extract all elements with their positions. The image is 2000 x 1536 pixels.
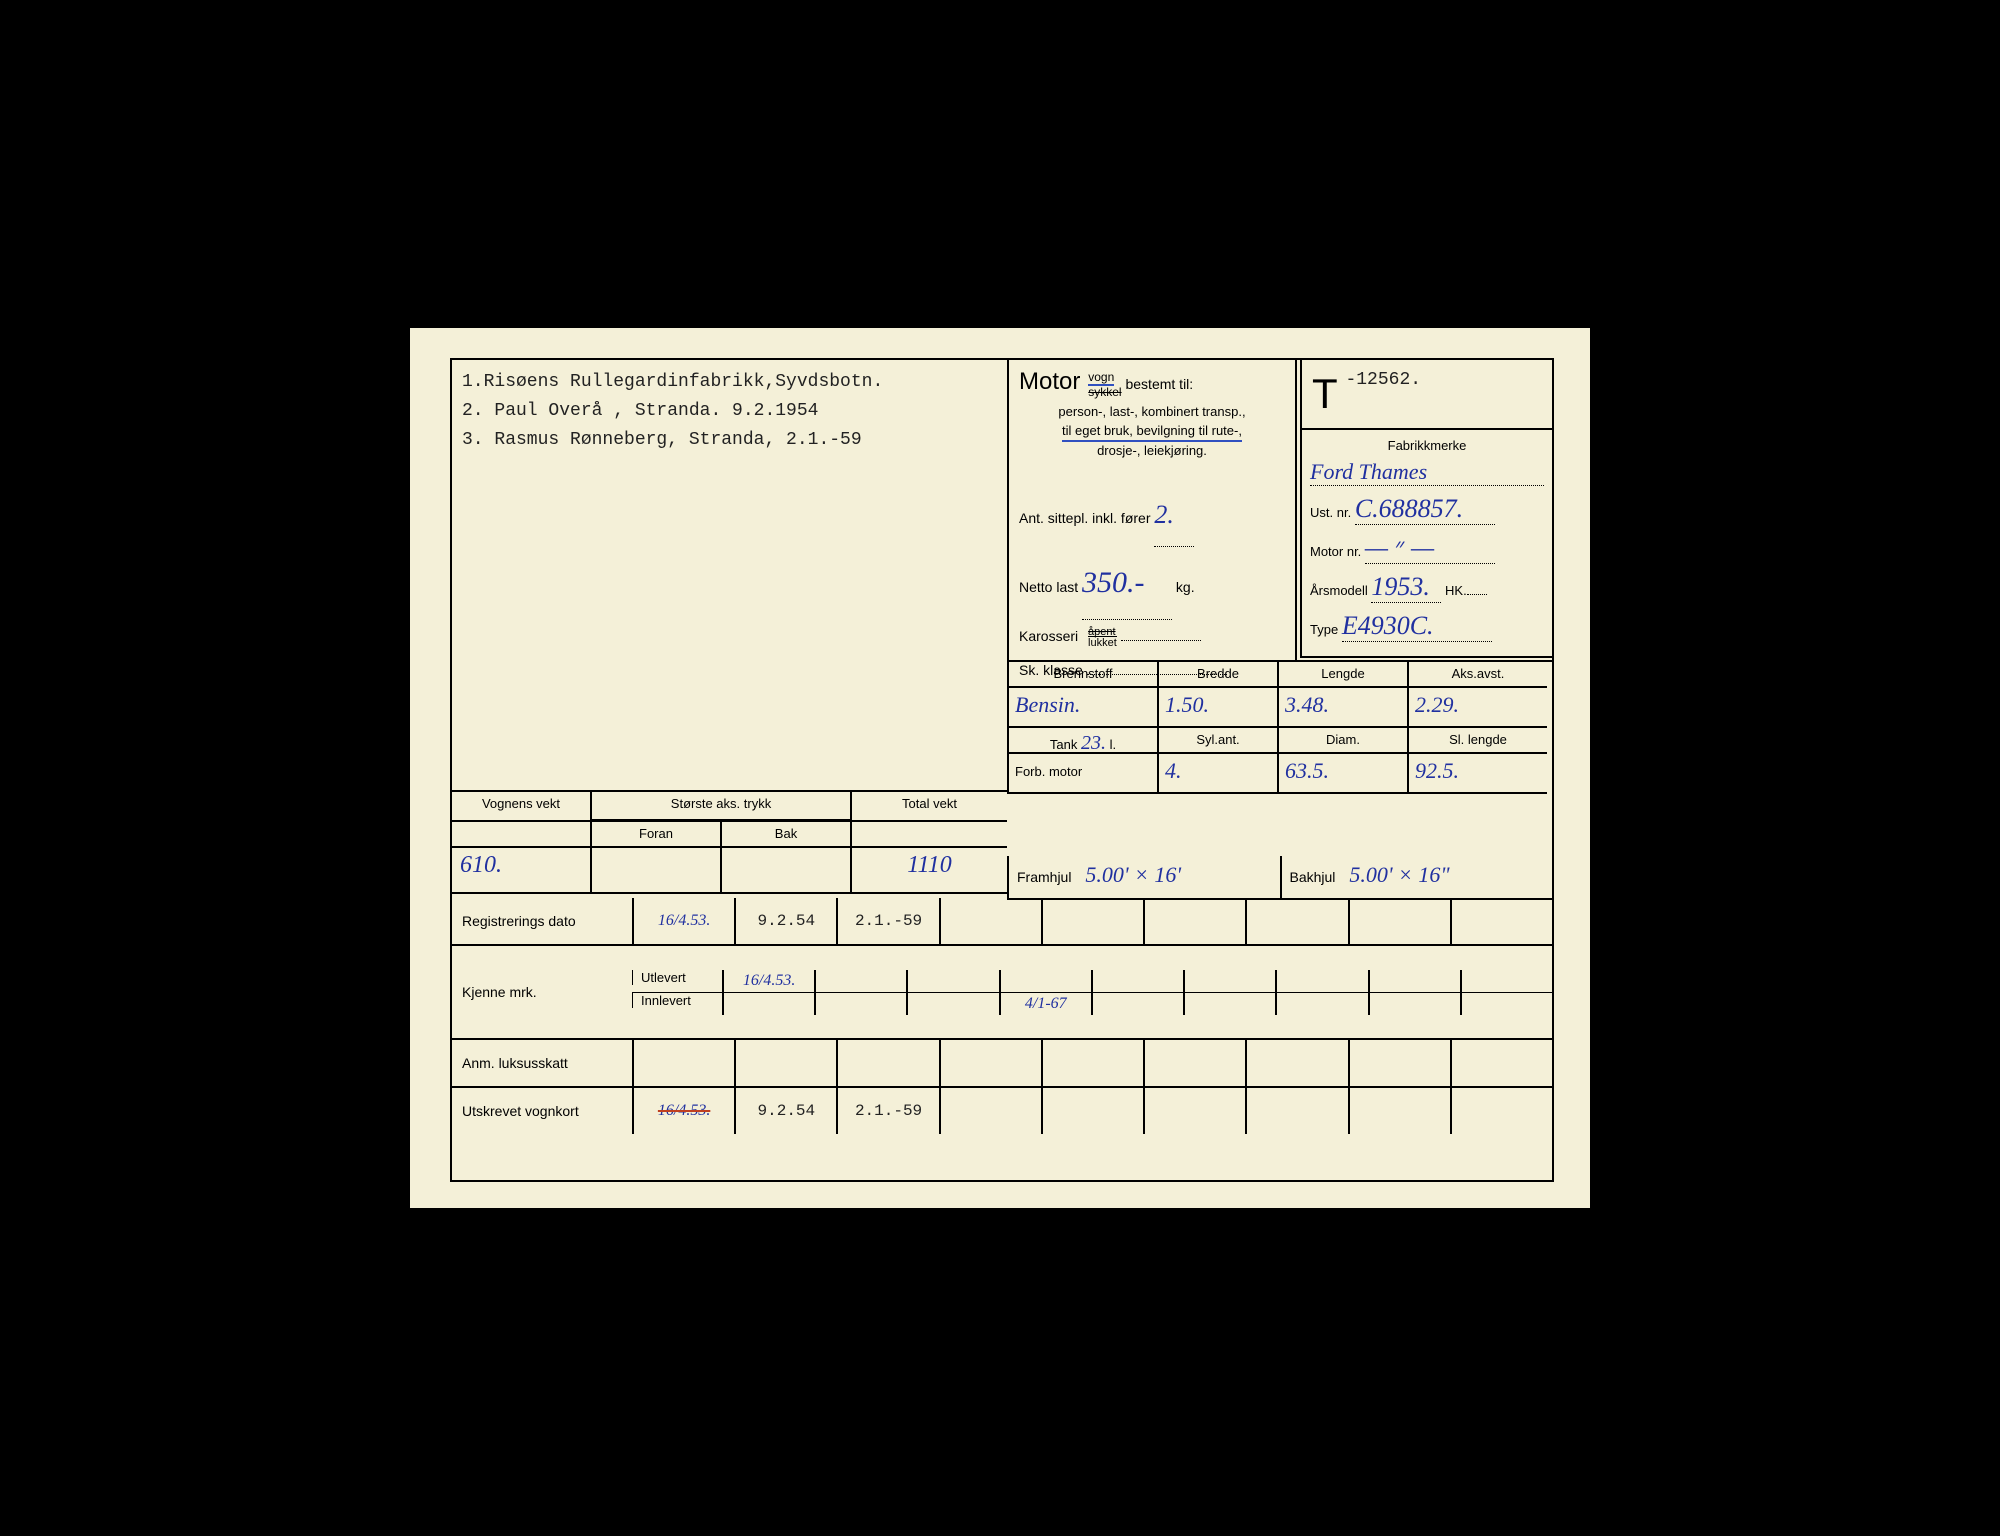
motor-fields: Ant. sittepl. inkl. fører 2. Netto last … xyxy=(1019,484,1285,688)
framhjul: Framhjul 5.00' × 16' xyxy=(1007,856,1280,898)
vognens-value: 610. xyxy=(452,848,592,892)
form-frame: 1.Risøens Rullegardinfabrikk,Syvdsbotn. … xyxy=(450,358,1554,1182)
diam-label: Diam. xyxy=(1277,728,1407,754)
netto-value: 350.- xyxy=(1082,547,1172,620)
aksavst-label: Aks.avst. xyxy=(1407,662,1547,688)
type-row: Type E4930C. xyxy=(1310,611,1544,642)
syl-value: 4. xyxy=(1157,754,1277,794)
seats-value: 2. xyxy=(1154,484,1194,547)
bakhjul: Bakhjul 5.00' × 16" xyxy=(1280,856,1553,898)
registration-card: 1.Risøens Rullegardinfabrikk,Syvdsbotn. … xyxy=(410,328,1590,1208)
t-number: T -12562. xyxy=(1302,360,1552,430)
owners-block: 1.Risøens Rullegardinfabrikk,Syvdsbotn. … xyxy=(462,368,1002,454)
specs-grid: Brennstoff Bredde Lengde Aks.avst. Bensi… xyxy=(1007,660,1552,794)
brennstoff-label: Brennstoff xyxy=(1007,662,1157,688)
karosseri-row: Karosseri åpent lukket xyxy=(1019,620,1285,654)
weight-table: Vognens vekt Største aks. trykk Total ve… xyxy=(452,790,1007,894)
diam-value: 63.5. xyxy=(1277,754,1407,794)
bredde-value: 1.50. xyxy=(1157,688,1277,728)
owner-line-1: 1.Risøens Rullegardinfabrikk,Syvdsbotn. xyxy=(462,368,1002,397)
ust-row: Ust. nr. C.688857. xyxy=(1310,494,1544,525)
total-value: 1110 xyxy=(852,848,1007,892)
owner-line-3: 3. Rasmus Rønneberg, Stranda, 2.1.-59 xyxy=(462,426,1002,455)
fabrikk-box: Fabrikkmerke Ford Thames Ust. nr. C.6888… xyxy=(1302,430,1552,658)
aarsmodell-row: Årsmodell 1953. HK. xyxy=(1310,572,1544,603)
fabrikk-label: Fabrikkmerke xyxy=(1310,438,1544,453)
netto-row: Netto last 350.- kg. xyxy=(1019,547,1285,620)
motor-vogn-sykkel: vogn sykkel xyxy=(1088,371,1121,399)
motor-box: Motor vogn sykkel bestemt til: person-, … xyxy=(1007,360,1297,660)
aksavst-value: 2.29. xyxy=(1407,688,1547,728)
kjenne-row: Kjenne mrk. Utlevert 16/4.53. Innlevert xyxy=(452,946,1552,1040)
owner-line-2: 2. Paul Overå , Stranda. 9.2.1954 xyxy=(462,397,1002,426)
t-number-value: -12562. xyxy=(1345,370,1421,390)
motor-title: Motor xyxy=(1019,368,1080,395)
lengde-value: 3.48. xyxy=(1277,688,1407,728)
lengde-label: Lengde xyxy=(1277,662,1407,688)
sllengde-label: Sl. lengde xyxy=(1407,728,1547,754)
motor-options: person-, last-, kombinert transp., til e… xyxy=(1019,403,1285,460)
motornr-row: Motor nr. — ״ — xyxy=(1310,533,1544,564)
motor-bestemt: bestemt til: xyxy=(1125,376,1193,392)
tank-label: Tank 23. l. xyxy=(1007,728,1157,754)
bredde-label: Bredde xyxy=(1157,662,1277,688)
fabrikk-merke: Ford Thames xyxy=(1310,459,1544,486)
utskrevet-row: Utskrevet vognkort 16/4.53. 9.2.54 2.1.-… xyxy=(452,1088,1552,1134)
sl-value: 92.5. xyxy=(1407,754,1547,794)
forb-label: Forb. motor xyxy=(1007,754,1157,794)
wheels-row: Framhjul 5.00' × 16' Bakhjul 5.00' × 16" xyxy=(1007,856,1552,900)
sylant-label: Syl.ant. xyxy=(1157,728,1277,754)
right-box: T -12562. Fabrikkmerke Ford Thames Ust. … xyxy=(1300,360,1552,658)
anm-row: Anm. luksusskatt xyxy=(452,1040,1552,1088)
bottom-rows: Registrerings dato 16/4.53. 9.2.54 2.1.-… xyxy=(452,898,1552,1134)
brennstoff-value: Bensin. xyxy=(1007,688,1157,728)
seats-row: Ant. sittepl. inkl. fører 2. xyxy=(1019,484,1285,547)
reg-row: Registrerings dato 16/4.53. 9.2.54 2.1.-… xyxy=(452,898,1552,946)
